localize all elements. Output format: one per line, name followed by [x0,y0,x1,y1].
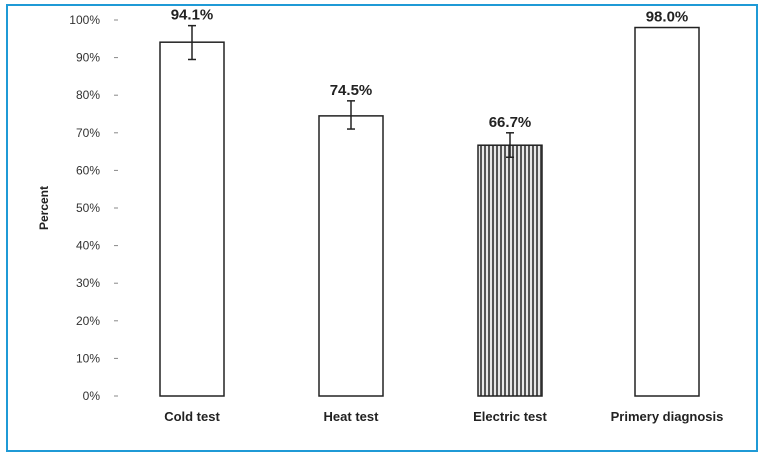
x-category-label: Cold test [164,409,220,424]
x-category-label: Primery diagnosis [611,409,724,424]
y-tick-label: 80% [76,88,100,102]
value-label: 66.7% [489,114,532,131]
value-label: 74.5% [330,82,373,99]
bars: 94.1% Cold test 74.5% Heat test 66.7% Electri… [159,7,724,424]
y-tick-label: 30% [76,276,100,290]
y-axis-label: Percent [37,186,51,230]
y-tick-label: 70% [76,126,100,140]
y-tick-label: 0% [83,389,101,403]
y-tick-label: 10% [76,351,100,365]
y-tick-label: 90% [76,51,100,65]
y-tick-label: 100% [69,13,100,27]
y-tick-label: 50% [76,201,100,215]
bar-primery-diagnosis [634,26,700,397]
x-category-label: Heat test [324,409,380,424]
y-tick-label: 20% [76,314,100,328]
y-axis-ticks: 0% 10% 20% 30% 40% 50% 60% 70% 80% 90% 100% [69,13,118,403]
value-label: 98.0% [646,9,689,26]
x-category-label: Electric test [473,409,547,424]
y-tick-label: 40% [76,239,100,253]
bar-electric-test [477,144,543,397]
bar-heat-test [318,115,384,397]
value-label: 94.1% [171,7,214,24]
y-tick-label: 60% [76,163,100,177]
bar-cold-test [159,41,225,397]
